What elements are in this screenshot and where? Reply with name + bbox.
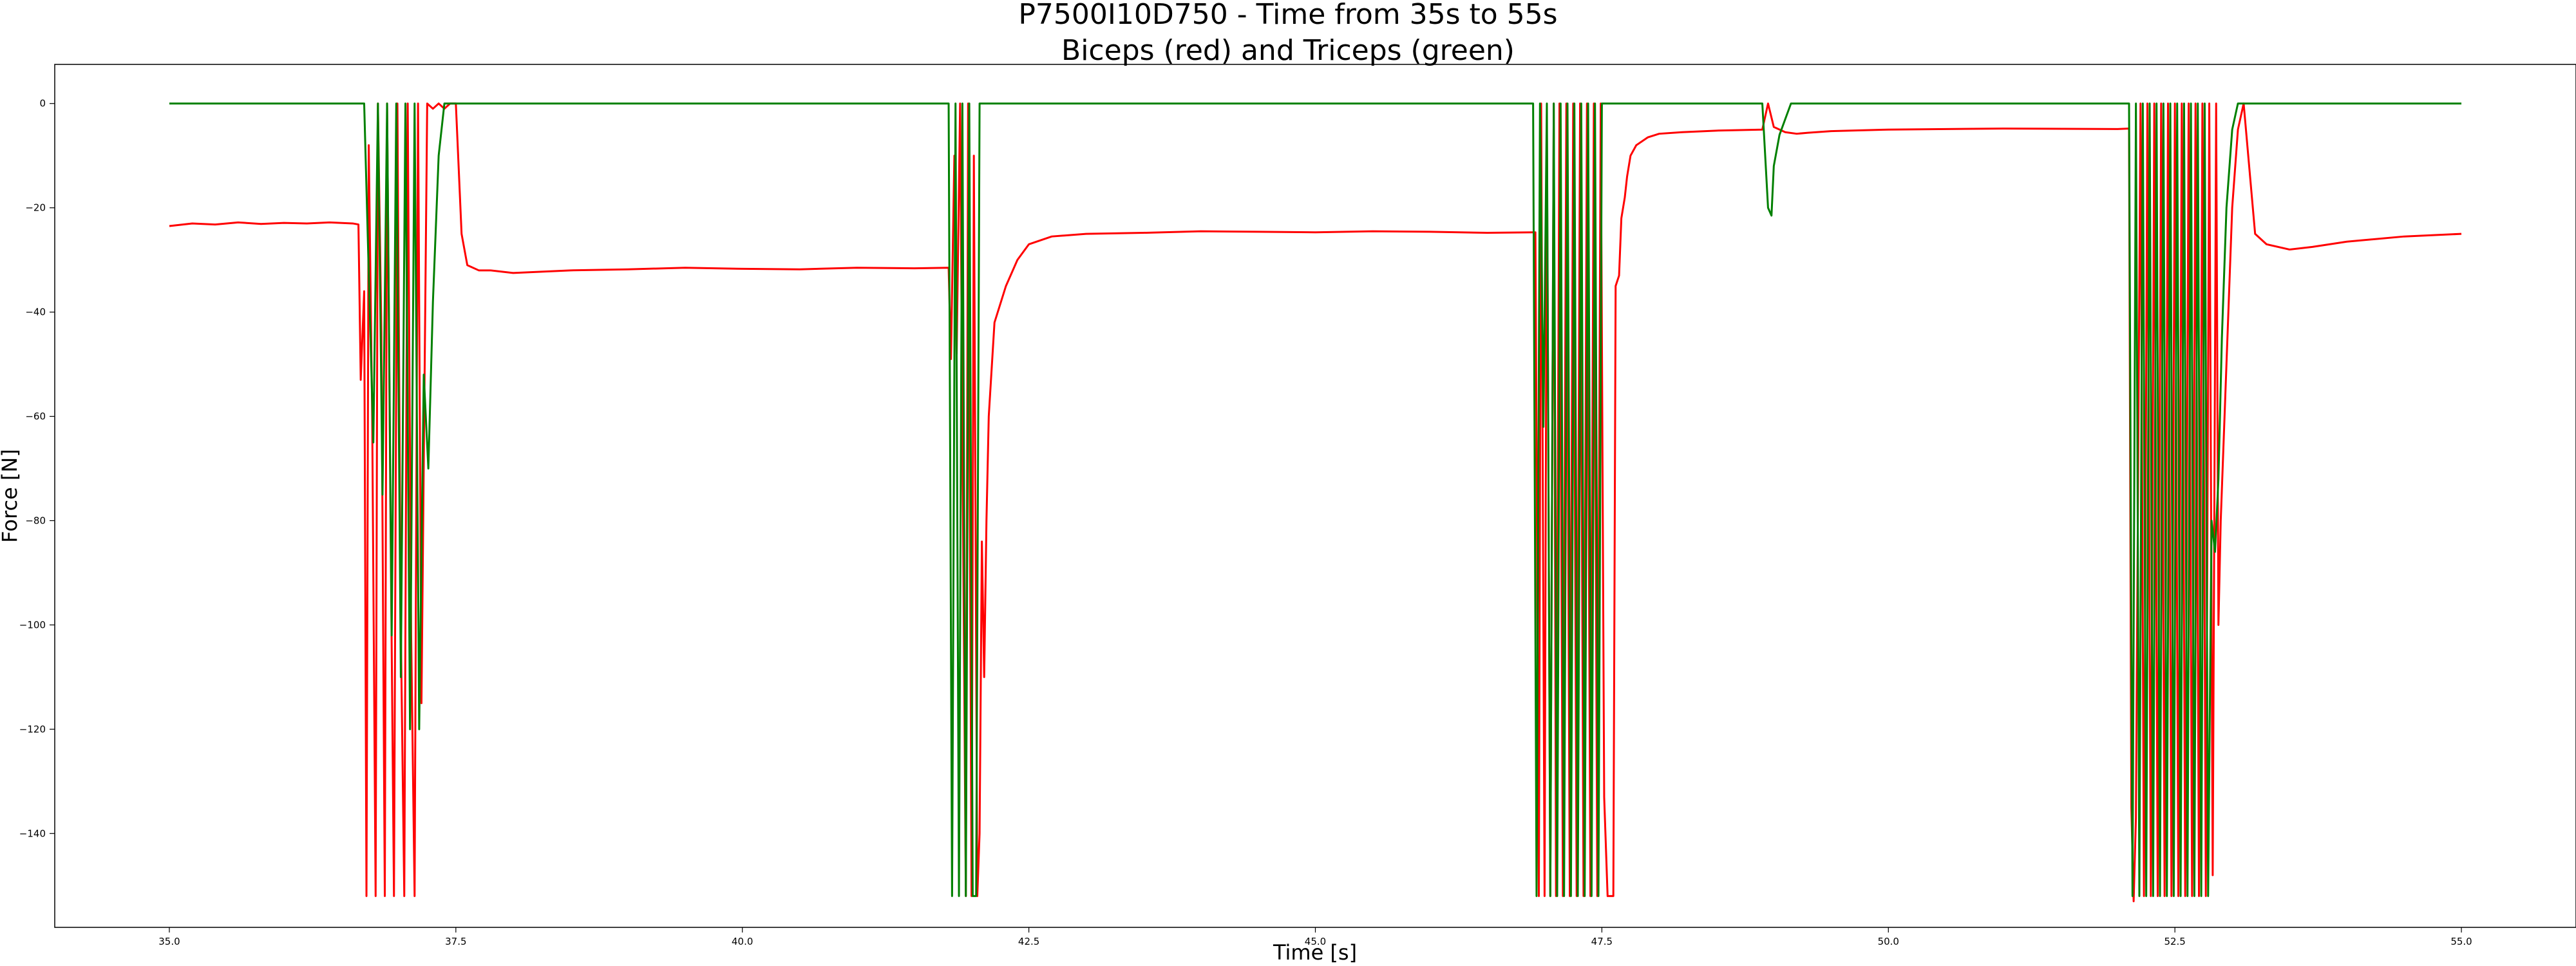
x-tick-label: 52.5 <box>2164 936 2185 947</box>
y-axis-ticks: 0 −20 −40 −60 −80 −100 −120 −140 <box>19 98 55 839</box>
x-tick-label: 50.0 <box>1878 936 1899 947</box>
x-tick-label: 47.5 <box>1591 936 1613 947</box>
chart-subtitle: Biceps (red) and Triceps (green) <box>1061 34 1515 67</box>
series-layer <box>169 102 2462 903</box>
x-axis-label: Time [s] <box>1273 940 1357 965</box>
x-tick-label: 37.5 <box>445 936 466 947</box>
x-axis-ticks: 35.0 37.5 40.0 42.5 45.0 47.5 50.0 52.5 55.0 <box>158 927 2472 947</box>
x-tick-label: 35.0 <box>158 936 180 947</box>
y-tick-label: −120 <box>19 723 46 735</box>
y-tick-label: 0 <box>39 98 46 109</box>
y-tick-label: −80 <box>25 515 46 526</box>
x-tick-label: 55.0 <box>2450 936 2472 947</box>
x-tick-label: 40.0 <box>732 936 753 947</box>
y-tick-label: −60 <box>25 411 46 422</box>
y-tick-label: −40 <box>25 307 46 318</box>
y-axis-label: Force [N] <box>0 449 22 543</box>
biceps-series-line <box>169 102 2462 903</box>
y-tick-label: −140 <box>19 828 46 839</box>
x-tick-label: 45.0 <box>1305 936 1326 947</box>
y-tick-label: −100 <box>19 619 46 630</box>
x-tick-label: 42.5 <box>1018 936 1039 947</box>
y-tick-label: −20 <box>25 202 46 214</box>
chart-title: P7500I10D750 - Time from 35s to 55s <box>1018 0 1557 31</box>
triceps-series-line <box>169 102 2462 897</box>
